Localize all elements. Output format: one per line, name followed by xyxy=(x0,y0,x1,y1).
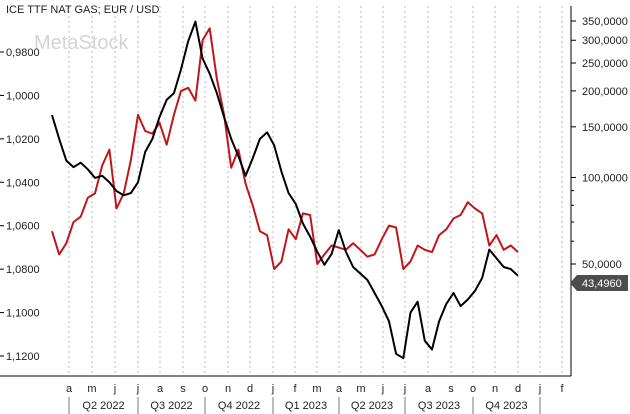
x-month-label: j xyxy=(113,383,116,395)
x-month-label: f xyxy=(293,383,297,395)
x-month-label: a xyxy=(425,383,432,395)
right-tick-label: 300,0000 xyxy=(582,35,628,47)
right-tick-label: 100,0000 xyxy=(582,172,628,184)
right-tick-label: 200,0000 xyxy=(582,86,628,98)
x-month-label: o xyxy=(470,383,476,395)
left-tick-label: 1,0400 xyxy=(6,177,40,189)
x-month-label: m xyxy=(312,383,321,395)
series-red-line xyxy=(51,27,519,271)
x-month-label: j xyxy=(381,383,384,395)
x-month-label: j xyxy=(538,383,541,395)
x-quarter-label: Q4 2022 xyxy=(218,400,260,412)
watermark: MetaStock xyxy=(34,32,129,54)
left-axis: 0,9800 1,0000 1,0200 1,0400 1,0600 1,0800 1,10… xyxy=(0,47,40,363)
x-month-label: m xyxy=(87,383,96,395)
x-month-label: d xyxy=(247,383,253,395)
x-quarter-label: Q1 2023 xyxy=(285,400,327,412)
x-month-label: j xyxy=(271,383,274,395)
left-tick-label: 0,9800 xyxy=(6,47,40,59)
right-tick-label: 350,0000 xyxy=(582,16,628,28)
gridlines xyxy=(68,6,563,376)
x-month-label: f xyxy=(560,383,564,395)
x-month-label: j xyxy=(136,383,139,395)
left-tick-label: 1,1200 xyxy=(6,351,40,363)
last-value-marker: 43,4960 xyxy=(570,275,628,291)
last-value-label: 43,4960 xyxy=(582,278,622,290)
x-quarter-label: Q2 2023 xyxy=(351,400,393,412)
series-black-line xyxy=(51,20,519,360)
x-month-label: a xyxy=(157,383,164,395)
right-tick-label: 150,0000 xyxy=(582,122,628,134)
right-tick-label: 50,0000 xyxy=(582,259,622,271)
left-tick-label: 1,1000 xyxy=(6,308,40,320)
left-tick-label: 1,0000 xyxy=(6,90,40,102)
last-value-box xyxy=(570,275,628,291)
x-month-label: a xyxy=(336,383,343,395)
left-tick-label: 1,0200 xyxy=(6,134,40,146)
x-month-label: m xyxy=(356,383,365,395)
right-tick-label: 250,0000 xyxy=(582,58,628,70)
chart-title: ICE TTF NAT GAS; EUR / USD xyxy=(6,4,159,16)
x-month-label: n xyxy=(492,383,498,395)
x-month-label: a xyxy=(66,383,73,395)
left-tick-label: 1,0600 xyxy=(6,221,40,233)
x-quarter-label: Q4 2023 xyxy=(485,400,527,412)
right-axis: 350,0000 300,0000 250,0000 200,0000 150,0000… xyxy=(571,16,628,271)
x-quarter-label: Q2 2022 xyxy=(82,400,124,412)
x-month-label: s xyxy=(180,383,186,395)
x-month-label: o xyxy=(202,383,208,395)
series-layer xyxy=(51,20,519,360)
x-month-label: s xyxy=(448,383,454,395)
x-month-label: d xyxy=(515,383,521,395)
x-quarter-label: Q3 2023 xyxy=(418,400,460,412)
x-month-label: n xyxy=(225,383,231,395)
x-quarter-label: Q3 2022 xyxy=(150,400,192,412)
left-tick-label: 1,0800 xyxy=(6,264,40,276)
x-axis: a m j j a s o n d j f m a m j j a s o n d j f Q2 2022 Q3 2022 Q4 … xyxy=(66,383,564,414)
x-month-label: j xyxy=(403,383,406,395)
